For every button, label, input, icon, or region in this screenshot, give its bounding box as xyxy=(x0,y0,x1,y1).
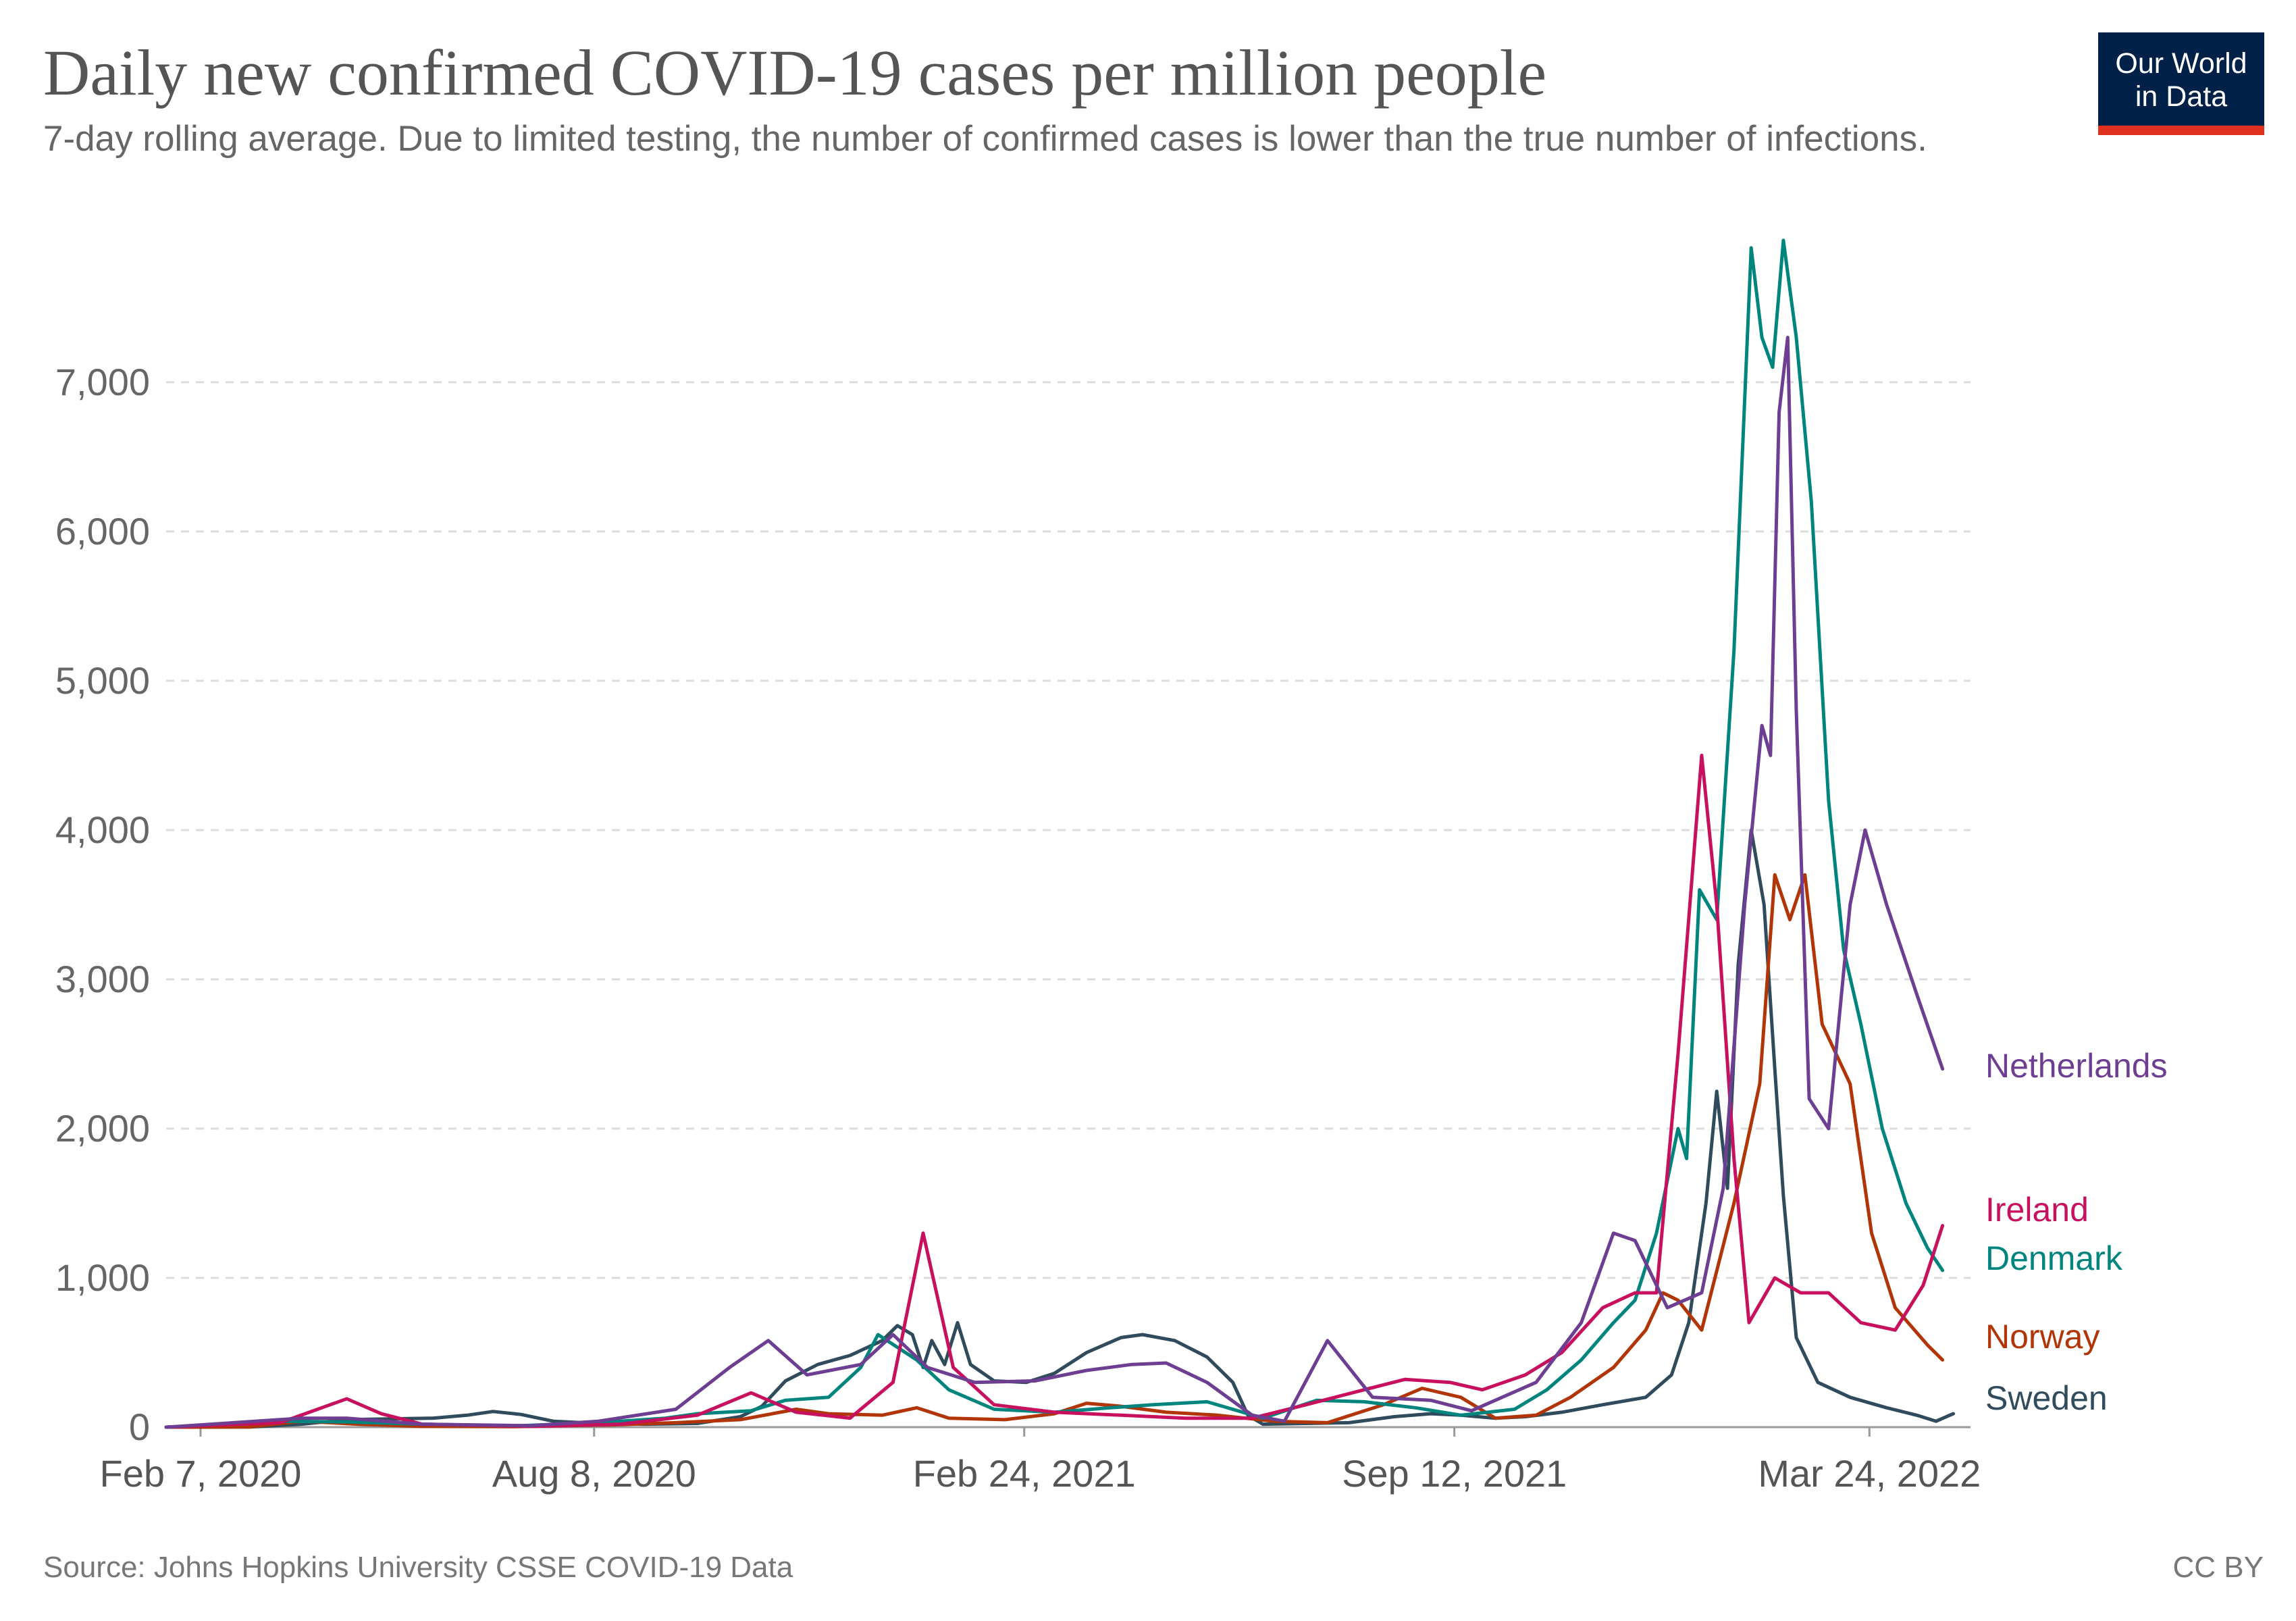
y-tick-label: 7,000 xyxy=(55,361,150,403)
chart-title: Daily new confirmed COVID-19 cases per m… xyxy=(43,36,1547,109)
y-axis-ticks: 0 1,000 2,000 3,000 4,000 5,000 6,000 7,000 xyxy=(55,361,150,1448)
series-label-netherlands[interactable]: Netherlands xyxy=(1985,1047,2168,1085)
series-line-norway[interactable] xyxy=(164,873,1945,1429)
x-tick-label: Feb 7, 2020 xyxy=(100,1452,302,1495)
series-label-denmark[interactable]: Denmark xyxy=(1985,1239,2123,1277)
y-tick-label: 1,000 xyxy=(55,1256,150,1299)
source-note: Source: Johns Hopkins University CSSE CO… xyxy=(43,1551,793,1584)
series-label-norway[interactable]: Norway xyxy=(1985,1318,2099,1356)
y-tick-label: 4,000 xyxy=(55,808,150,851)
series-label-sweden[interactable]: Sweden xyxy=(1985,1379,2108,1417)
x-axis-ticks: Feb 7, 2020 Aug 8, 2020 Feb 24, 2021 Sep 12… xyxy=(100,1427,1981,1495)
x-tick-label: Mar 24, 2022 xyxy=(1758,1452,1981,1495)
logo-line-1: Our World xyxy=(2115,47,2247,80)
series-line-denmark[interactable] xyxy=(164,238,1945,1429)
series-label-ireland[interactable]: Ireland xyxy=(1985,1191,2089,1229)
series-line-netherlands[interactable] xyxy=(164,336,1945,1429)
y-tick-label: 5,000 xyxy=(55,659,150,702)
y-tick-label: 0 xyxy=(129,1406,150,1448)
series-labels: Sweden Norway Denmark Ireland Netherlands xyxy=(1985,1047,2168,1417)
y-tick-label: 6,000 xyxy=(55,510,150,552)
series-line-ireland[interactable] xyxy=(164,753,1945,1429)
chart-subtitle: 7-day rolling average. Due to limited te… xyxy=(43,119,1927,159)
x-tick-label: Sep 12, 2021 xyxy=(1342,1452,1567,1495)
y-tick-label: 3,000 xyxy=(55,958,150,1000)
our-world-in-data-logo[interactable]: Our World in Data xyxy=(2098,32,2264,135)
x-tick-label: Aug 8, 2020 xyxy=(492,1452,696,1495)
x-tick-label: Feb 24, 2021 xyxy=(913,1452,1136,1495)
series-lines xyxy=(164,238,1955,1429)
license-link[interactable]: CC BY xyxy=(2172,1551,2264,1584)
y-tick-label: 2,000 xyxy=(55,1107,150,1150)
logo-line-2: in Data xyxy=(2135,80,2228,113)
grid-lines xyxy=(166,381,1971,1279)
